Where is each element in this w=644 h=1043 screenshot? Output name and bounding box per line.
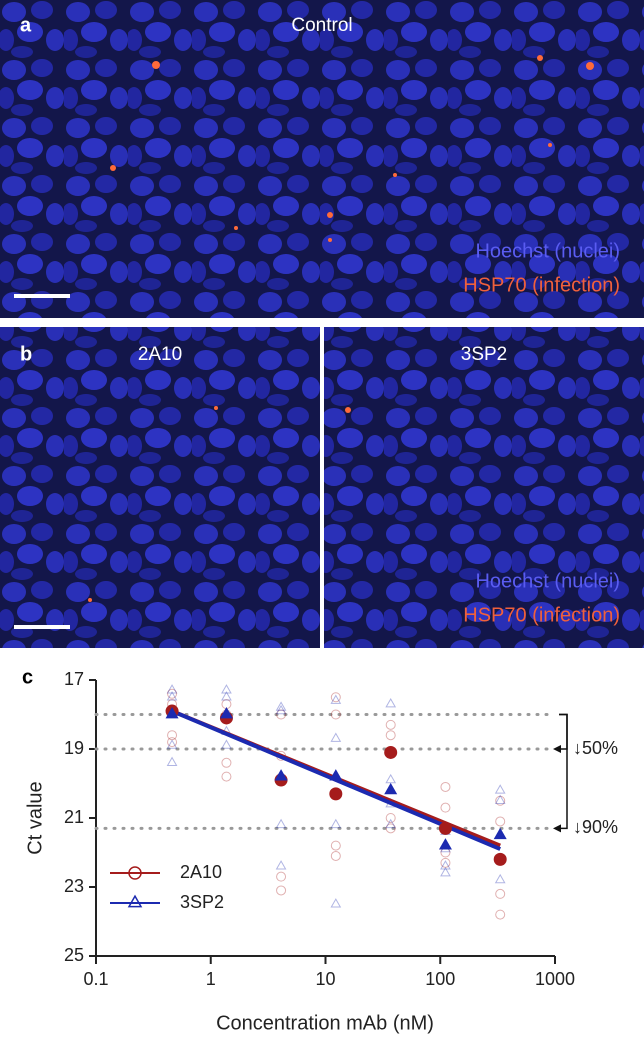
replicate-point [166,739,178,749]
arrow-head [553,824,561,833]
replicate-point [275,818,287,829]
replicate-point [330,692,341,703]
image-title: Control [291,15,352,36]
stain-legend: HSP70 (infection) [463,604,620,626]
replicate-point [275,704,287,715]
replicate-point [495,795,506,806]
replicate-point [385,719,396,730]
panel-label: c [22,666,33,688]
replicate-point [275,701,287,711]
replicate-point [385,697,397,708]
image-control [0,0,644,318]
y-tick-label: 23 [64,876,84,896]
replicate-point [221,684,232,694]
replicate-point [275,860,287,870]
replicate-point [167,730,178,741]
replicate-point [276,709,287,720]
image-3sp2 [324,327,644,648]
panel-label: a [20,14,32,36]
replicate-point [330,850,341,861]
mean-point [438,838,452,850]
y-tick-label: 19 [64,738,84,758]
annotation: ↓90% [573,817,618,837]
replicate-point [495,816,506,827]
replicate-point [440,860,451,870]
replicate-point [494,873,506,884]
x-tick-label: 10 [315,969,335,989]
stain-legend: Hoechst (nuclei) [475,240,620,262]
replicate-point [440,857,451,868]
mean-point [329,787,343,801]
replicate-point [221,771,232,782]
replicate-point [221,757,232,768]
mean-point [384,745,398,759]
replicate-point [167,688,178,699]
replicate-point [330,840,341,851]
replicate-point [385,730,396,741]
infection-spots [88,406,351,602]
mean-point [219,707,233,719]
replicate-point [221,691,232,701]
replicate-point [330,818,342,829]
stain-legend: Hoechst (nuclei) [475,570,620,592]
replicate-point [494,794,506,804]
mean-point [329,769,343,781]
mean-point [384,782,398,795]
mean-point [438,821,452,835]
replicate-point [385,818,397,829]
replicate-point [330,898,342,908]
y-tick-label: 17 [64,669,84,689]
image-2a10 [0,327,320,648]
annotation: ↓50% [573,738,618,758]
legend-marker [127,894,143,908]
x-tick-label: 0.1 [83,969,108,989]
mean-point [493,852,507,866]
mean-point [165,707,179,719]
x-axis-label: Concentration mAb (nM) [216,1012,434,1034]
y-axis-label: Ct value [24,781,46,854]
replicate-point [167,737,178,748]
bracket [555,713,568,750]
replicate-point [440,781,451,792]
legend-label: 2A10 [180,862,222,882]
x-tick-label: 1000 [535,969,575,989]
replicate-point [166,756,178,766]
replicate-point [330,694,342,704]
stain-legend: HSP70 (infection) [463,274,620,296]
replicate-point [166,691,178,701]
y-tick-label: 25 [64,945,84,965]
replicate-point [385,813,396,823]
replicate-point [330,709,341,720]
bracket [555,713,568,830]
replicate-point [276,885,287,896]
replicate-point [495,909,506,920]
y-tick-label: 21 [64,807,84,827]
replicate-point [440,867,451,877]
arrow-head [553,745,561,753]
mean-point [493,827,507,840]
mean-point [274,769,288,781]
replicate-point [330,732,342,742]
infection-spots [110,55,594,242]
legend-marker [128,866,142,880]
legend-label: 3SP2 [180,892,224,912]
image-title: 2A10 [138,344,182,365]
replicate-point [276,871,287,882]
replicate-point [221,739,232,749]
replicate-point [440,802,451,813]
x-tick-label: 100 [425,969,455,989]
replicate-point [385,823,396,834]
panel-label: b [20,343,32,365]
x-tick-label: 1 [206,969,216,989]
image-title: 3SP2 [461,344,507,365]
replicate-point [385,773,397,784]
replicate-point [494,784,506,794]
replicate-point [495,888,506,899]
replicate-point [166,684,178,694]
